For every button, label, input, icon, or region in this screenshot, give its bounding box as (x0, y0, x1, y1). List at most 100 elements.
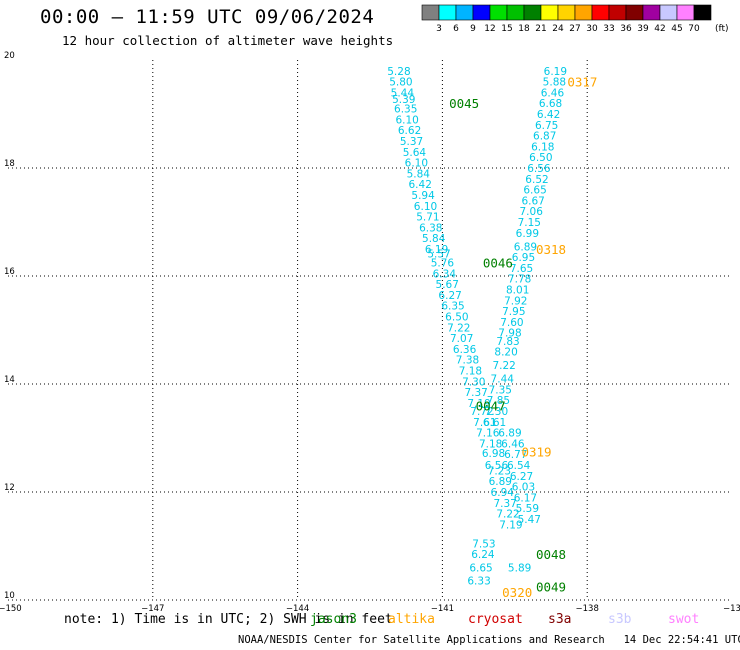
colorbar-label: 6 (453, 24, 459, 34)
pass-time-label: 0047 (476, 399, 506, 414)
data-point-label: 5.47 (518, 514, 541, 526)
colorbar-label: 36 (620, 24, 632, 34)
data-point-label: 6.67 (521, 195, 544, 207)
data-point-label: 6.33 (467, 576, 490, 588)
data-point-label: 7.61 (473, 417, 496, 429)
data-point-label: 7.07 (450, 333, 473, 345)
pass-time-label: 0317 (567, 75, 597, 90)
data-point-label: 6.19 (544, 66, 567, 78)
data-point-label: 6.56 (527, 163, 551, 175)
data-point-label: 6.03 (512, 482, 535, 494)
data-point-label: 7.22 (447, 322, 470, 334)
data-point-label: 6.10 (395, 114, 418, 126)
data-point-label: 7.92 (504, 295, 527, 307)
colorbar-label: 27 (569, 24, 580, 34)
colorbar-label: 3 (436, 24, 442, 34)
colorbar-swatch (676, 4, 695, 21)
chart-axes: −150 −147 −144 −141 −138 −13 10 12 14 16 18 20 (0, 51, 740, 614)
colorbar-swatch (693, 4, 712, 21)
note-text: note: 1) Time is in UTC; 2) SWH is in fe… (64, 612, 393, 627)
data-point-label: 5.59 (516, 503, 539, 515)
colorbar-swatch (455, 4, 474, 21)
data-point-label: 6.68 (539, 98, 562, 110)
colorbar-swatch (540, 4, 559, 21)
x-tick-label: −144 (286, 604, 309, 614)
data-point-label: 6.35 (394, 104, 417, 116)
pass-time-label: 0318 (536, 242, 566, 257)
data-point-label: 7.19 (499, 519, 522, 531)
data-point-label: 6.36 (453, 344, 477, 356)
page-title: 00:00 – 11:59 UTC 09/06/2024 (40, 6, 375, 28)
colorbar-label: 70 (688, 24, 700, 34)
data-point-label: 6.52 (525, 174, 548, 186)
colorbar-swatch (421, 4, 440, 21)
data-point-label: 6.87 (533, 131, 556, 143)
pass-time-label: 0319 (521, 445, 551, 460)
x-tick-label: −141 (431, 604, 454, 614)
data-point-label: 6.99 (516, 228, 539, 240)
data-point-label: 7.18 (459, 366, 482, 378)
data-point-label: 6.18 (531, 141, 554, 153)
colorbar-label: 9 (470, 24, 476, 34)
colorbar-swatch (591, 4, 610, 21)
satellite-legend-cryosat: cryosat (468, 612, 523, 627)
colorbar-label: 18 (518, 24, 530, 34)
data-point-label: 6.56 (485, 460, 509, 472)
data-point-label: 7.23 (488, 465, 511, 477)
data-point-label: 5.88 (543, 77, 566, 89)
colorbar-swatch (574, 4, 593, 21)
pass-time-label: 0045 (449, 96, 479, 111)
satellite-legend-jason3: jason3 (310, 612, 357, 627)
pass-time-label: 0049 (536, 580, 566, 595)
colorbar-label: 21 (535, 24, 546, 34)
data-point-label: 6.42 (409, 179, 432, 191)
data-point-label: 7.44 (491, 374, 515, 386)
data-point-label: 7.15 (518, 217, 541, 229)
data-point-label: 6.89 (489, 476, 512, 488)
pass-time-label: 0320 (502, 585, 532, 600)
data-point-label: 6.61 (483, 417, 506, 429)
data-point-label: 6.42 (537, 109, 560, 121)
data-point-label: 6.27 (510, 471, 533, 483)
data-point-label: 6.17 (514, 492, 537, 504)
colorbar-swatch (625, 4, 644, 21)
data-point-label: 7.37 (493, 498, 516, 510)
data-point-label: 6.19 (425, 244, 448, 256)
data-point-label: 6.65 (523, 185, 546, 197)
colorbar-swatch (489, 4, 508, 21)
colorbar-label: 12 (484, 24, 495, 34)
y-tick-label: 14 (4, 375, 15, 385)
data-point-label: 6.38 (419, 222, 442, 234)
data-point-label: 6.34 (433, 268, 457, 280)
data-point-label: 5.84 (422, 233, 446, 245)
data-point-label: 8.20 (494, 347, 517, 359)
data-point-label: 7.16 (476, 428, 500, 440)
data-point-label: 7.85 (487, 395, 510, 407)
data-point-label: 5.80 (389, 77, 412, 89)
data-point-label: 5.39 (392, 94, 415, 106)
data-point-label: 6.27 (438, 290, 461, 302)
data-point-label: 5.28 (387, 66, 410, 78)
satellite-legend-s3a: s3a (548, 612, 572, 627)
data-point-label: 7.18 (479, 438, 502, 450)
chart-grid (8, 60, 732, 601)
data-point-label: 6.75 (535, 120, 558, 132)
data-point-label: 5.44 (391, 87, 415, 99)
data-point-label: 5.37 (400, 136, 423, 148)
satellite-legend-swot: swot (668, 612, 700, 627)
data-point-label: 6.98 (482, 448, 505, 460)
data-point-label: 7.22 (492, 360, 515, 372)
y-tick-label: 12 (4, 483, 15, 493)
colorbar-swatch (472, 4, 491, 21)
data-point-label: 7.98 (498, 328, 521, 340)
footer-credit: NOAA/NESDIS Center for Satellite Applica… (238, 634, 740, 646)
data-point-label: 6.50 (529, 152, 552, 164)
data-point-label: 5.84 (407, 168, 431, 180)
colorbar-swatch (642, 4, 661, 21)
data-point-label: 5.71 (416, 212, 439, 224)
colorbar-swatch (608, 4, 627, 21)
colorbar-label: 30 (586, 24, 598, 34)
data-point-label: 5.64 (403, 147, 427, 159)
y-tick-label: 18 (4, 159, 15, 169)
